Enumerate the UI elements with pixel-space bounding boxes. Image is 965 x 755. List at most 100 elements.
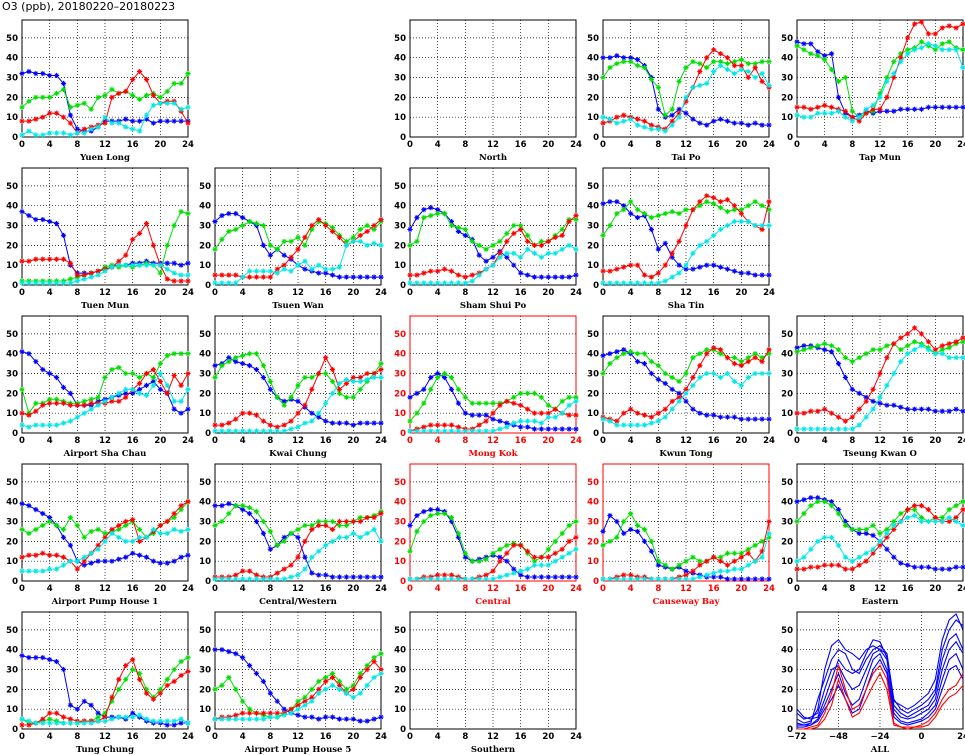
data-point-blue: [655, 246, 661, 252]
y-tick-label: 20: [6, 537, 18, 547]
data-point-cyan: [19, 716, 25, 722]
data-point-blue: [421, 207, 427, 213]
data-point-red: [171, 278, 177, 284]
x-tick-label: 12: [292, 584, 304, 594]
y-tick-label: 10: [587, 557, 599, 567]
data-point-green: [932, 47, 938, 53]
data-point-cyan: [724, 568, 731, 574]
data-point-blue: [655, 106, 661, 112]
x-tick-label: 8: [655, 288, 661, 298]
data-point-green: [566, 394, 572, 400]
data-point-cyan: [274, 428, 280, 434]
data-point-green: [573, 394, 579, 400]
data-point-blue: [171, 118, 177, 124]
x-tick-label: 8: [849, 140, 855, 150]
data-point-green: [185, 70, 191, 77]
data-point-red: [102, 120, 108, 126]
data-point-red: [697, 199, 703, 205]
y-tick-label: 50: [394, 626, 406, 636]
x-tick-label: 4: [628, 584, 634, 594]
data-point-green: [428, 512, 434, 519]
data-point-blue: [33, 507, 39, 513]
data-point-green: [621, 351, 627, 357]
data-point-green: [669, 566, 675, 572]
data-point-blue: [136, 552, 143, 558]
data-point-cyan: [724, 370, 731, 377]
data-point-cyan: [295, 424, 301, 430]
data-point-blue: [212, 647, 218, 653]
data-point-red: [711, 47, 717, 53]
data-point-green: [683, 207, 689, 213]
data-point-green: [877, 90, 883, 96]
data-point-blue: [157, 386, 163, 392]
data-point-green: [634, 207, 641, 213]
data-point-green: [233, 226, 239, 233]
data-point-green: [504, 542, 510, 548]
data-point-red: [350, 518, 356, 525]
data-point-red: [233, 712, 239, 718]
data-point-blue: [634, 57, 641, 63]
data-point-cyan: [74, 720, 80, 726]
data-point-green: [288, 530, 294, 537]
data-point-red: [738, 63, 744, 69]
data-point-cyan: [752, 370, 758, 377]
data-point-blue: [884, 108, 890, 114]
data-point-red: [53, 710, 60, 716]
data-point-cyan: [253, 428, 260, 434]
data-point-green: [185, 211, 191, 217]
panel-title: North: [479, 153, 507, 163]
data-point-cyan: [531, 250, 538, 256]
y-tick-label: 40: [6, 646, 18, 656]
data-point-blue: [185, 406, 191, 412]
data-point-green: [745, 61, 751, 67]
panel-title: Eastern: [862, 597, 899, 607]
data-point-blue: [67, 702, 74, 708]
y-tick-label: 50: [781, 478, 793, 488]
data-point-blue: [614, 199, 620, 205]
data-point-red: [435, 572, 441, 578]
data-point-cyan: [898, 518, 904, 525]
data-point-cyan: [766, 82, 772, 89]
data-point-blue: [960, 104, 965, 110]
data-point-red: [538, 554, 545, 560]
x-tick-label: 0: [212, 732, 218, 742]
data-point-blue: [552, 274, 558, 280]
x-tick-label: 12: [487, 584, 499, 594]
y-tick-label: 0: [400, 725, 406, 735]
data-point-blue: [573, 574, 579, 580]
data-point-cyan: [476, 272, 482, 278]
data-point-blue: [842, 374, 849, 381]
plot-frame: [409, 167, 577, 286]
data-point-red: [40, 550, 46, 556]
data-point-green: [960, 47, 965, 53]
data-point-red: [552, 550, 558, 556]
data-point-red: [953, 25, 959, 31]
data-point-green: [178, 658, 184, 665]
data-point-green: [497, 238, 503, 244]
data-point-green: [253, 351, 260, 357]
data-point-cyan: [905, 514, 911, 521]
data-point-green: [690, 355, 696, 361]
x-tick-label: 8: [74, 584, 80, 594]
data-point-red: [828, 104, 835, 110]
data-point-cyan: [171, 526, 177, 533]
y-tick-label: 10: [6, 557, 18, 567]
data-point-green: [448, 222, 455, 229]
x-tick-label: 8: [462, 436, 468, 446]
data-point-green: [455, 386, 462, 392]
data-point-red: [295, 554, 301, 560]
data-point-green: [441, 211, 448, 217]
data-point-red: [288, 562, 294, 568]
data-point-red: [323, 222, 329, 229]
y-tick-label: 20: [587, 537, 599, 547]
data-point-blue: [752, 416, 758, 422]
data-point-blue: [566, 426, 572, 432]
x-tick-label: 24: [182, 732, 194, 742]
data-point-red: [518, 226, 524, 233]
data-point-green: [130, 666, 136, 673]
data-point-cyan: [136, 128, 143, 134]
data-point-red: [150, 366, 157, 373]
data-point-cyan: [676, 270, 682, 276]
data-point-cyan: [407, 428, 413, 434]
